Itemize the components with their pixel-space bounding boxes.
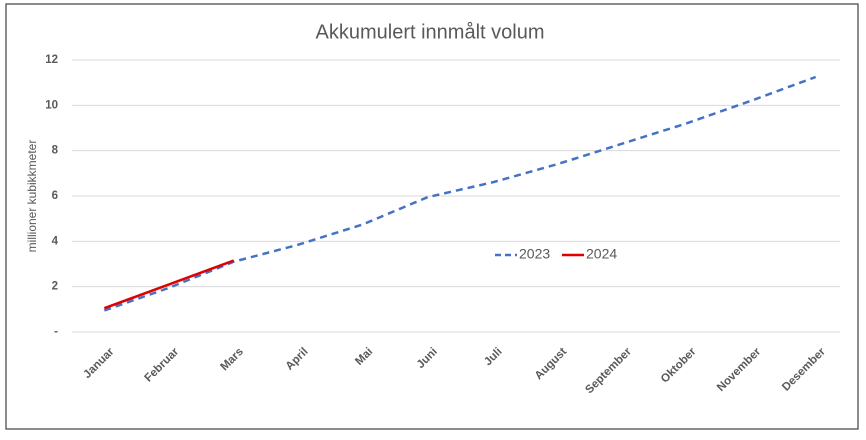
chart-frame bbox=[5, 3, 859, 430]
y-tick-label: 6 bbox=[52, 190, 58, 202]
y-tick-label: 4 bbox=[52, 235, 59, 247]
y-tick-label: 8 bbox=[52, 145, 59, 157]
y-tick-label: - bbox=[54, 326, 58, 338]
legend-label: 2024 bbox=[586, 246, 617, 262]
series-line bbox=[103, 259, 235, 310]
y-tick-label: 10 bbox=[45, 99, 58, 111]
chart-title: Akkumulert innmålt volum bbox=[316, 21, 545, 43]
y-axis-label: millioner kubikkmeter bbox=[25, 140, 39, 253]
y-tick-label: 12 bbox=[45, 54, 58, 66]
y-tick-label: 2 bbox=[52, 281, 58, 293]
series-line bbox=[103, 75, 817, 312]
legend-label: 2023 bbox=[519, 246, 550, 262]
